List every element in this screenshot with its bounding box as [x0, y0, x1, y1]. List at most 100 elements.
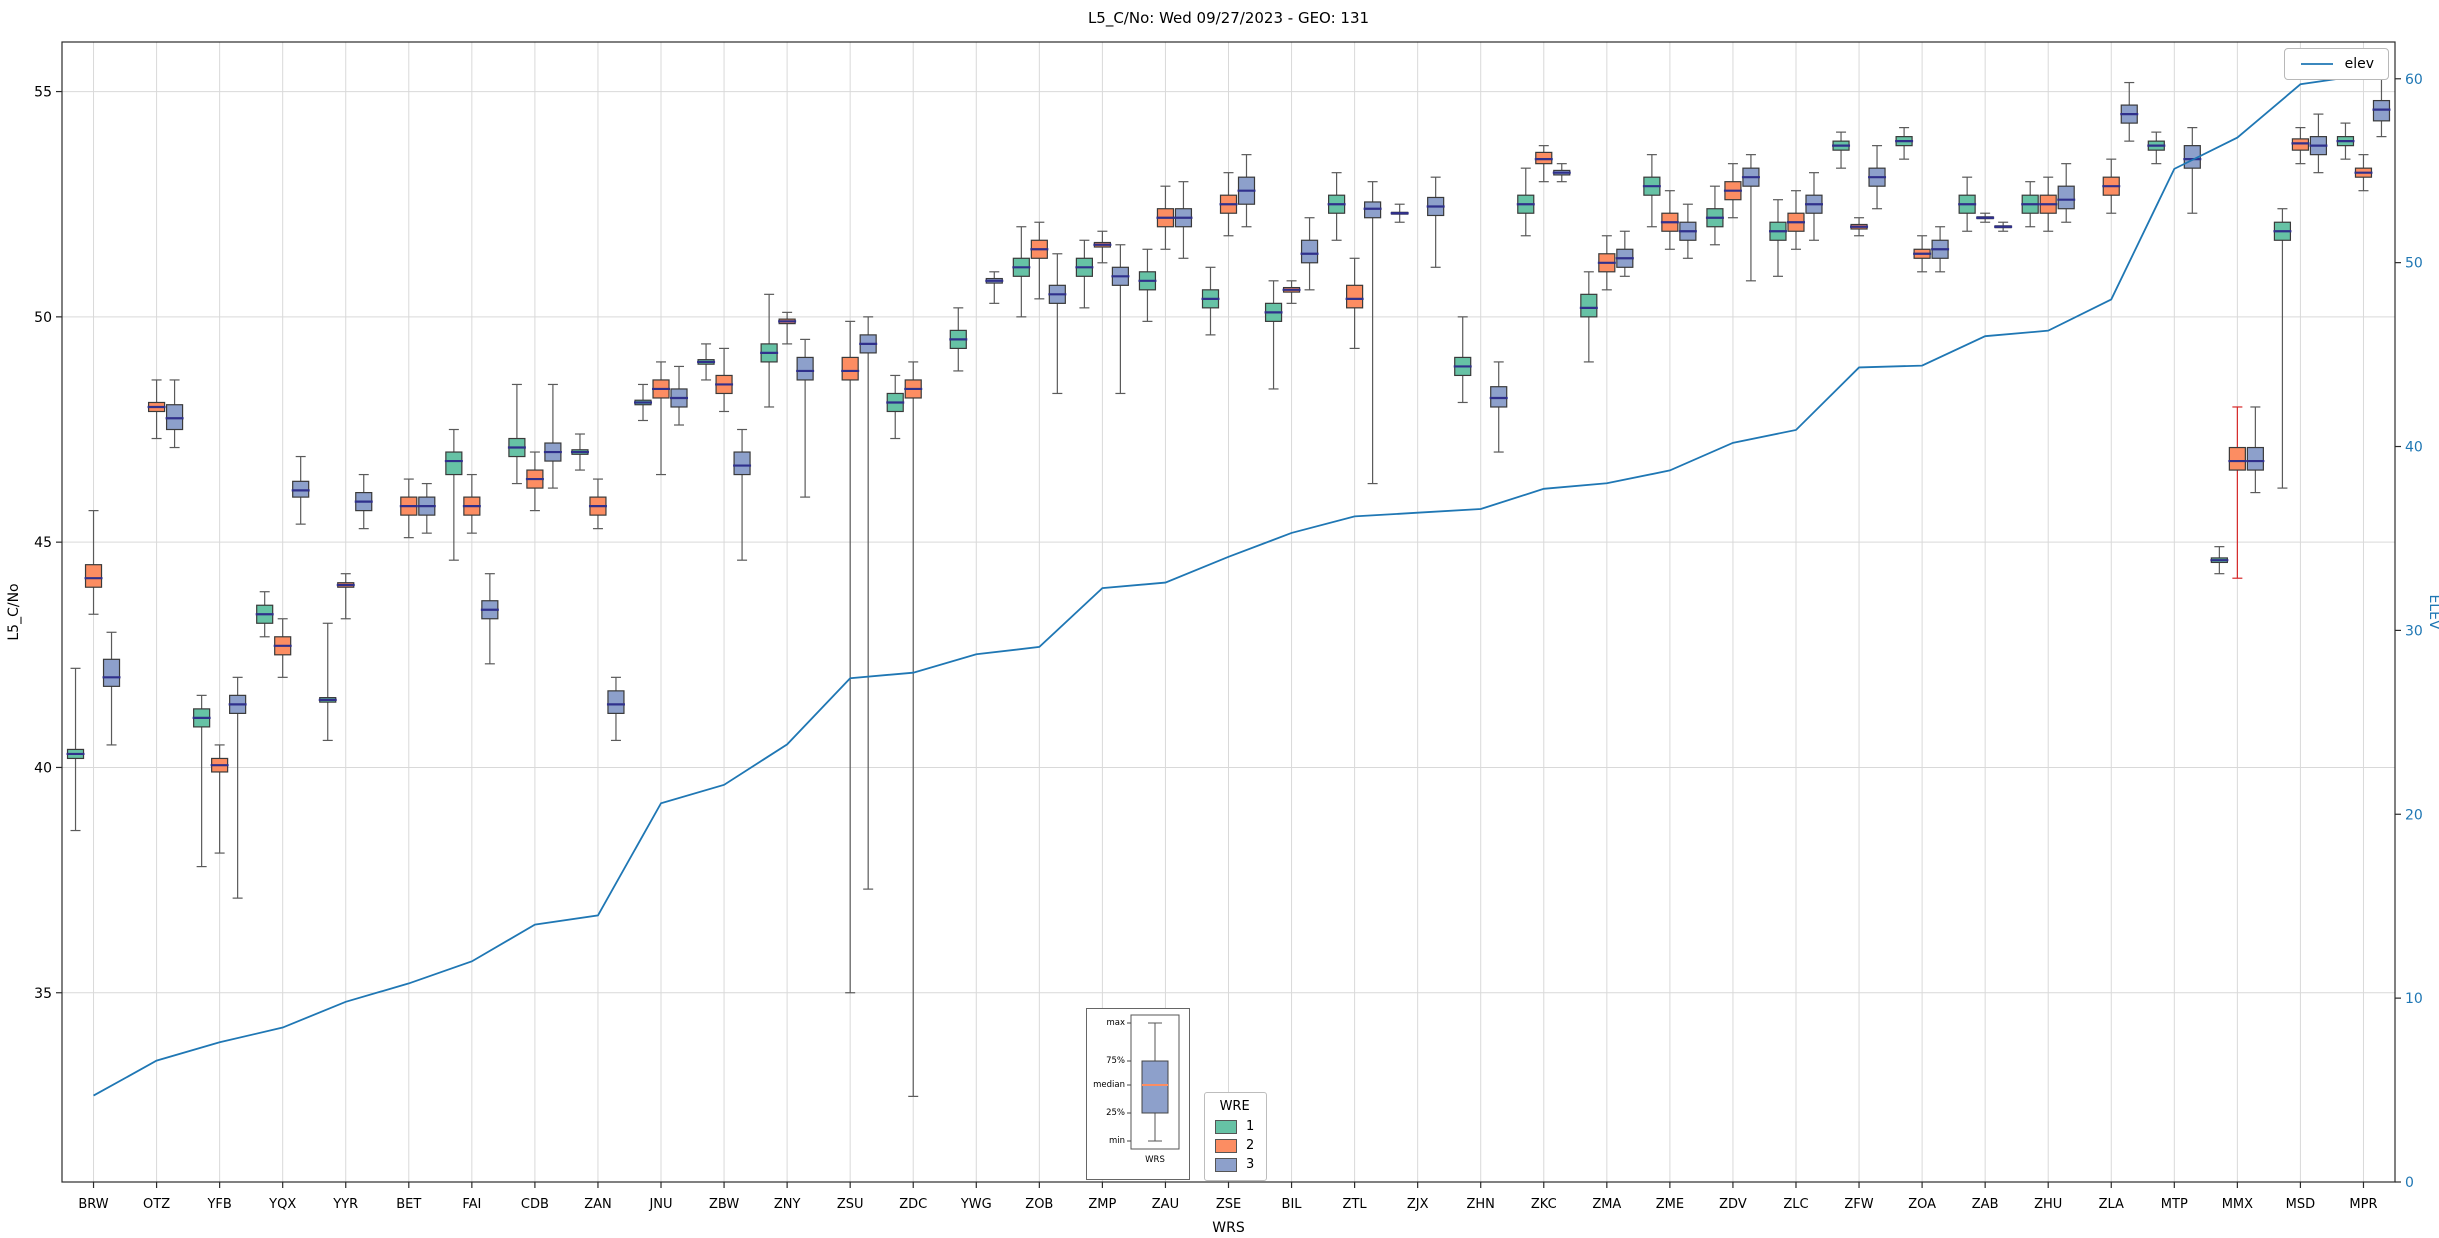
box-ZNY-wre1: [760, 293, 779, 408]
svg-text:ZLA: ZLA: [2099, 1197, 2124, 1212]
box-ZSE-wre2: [1219, 172, 1238, 237]
box-ZBW-wre2: [715, 347, 734, 413]
box-ZOA-wre3: [1931, 226, 1950, 273]
box-JNU-wre3: [670, 365, 689, 426]
elev-line-icon: [2300, 63, 2333, 65]
box-YYR-wre3: [354, 473, 373, 530]
box-ZSE-wre3: [1237, 154, 1256, 228]
box-ZDC-wre1: [886, 374, 905, 440]
box-ZMA-wre3: [1615, 230, 1634, 277]
box-ZHN-wre1: [1453, 316, 1472, 404]
box-ZOA-wre2: [1913, 235, 1932, 273]
box-ZMA-wre2: [1597, 235, 1616, 291]
box-ZFW-wre2: [1850, 217, 1869, 237]
svg-text:30: 30: [2405, 623, 2423, 639]
box-YWG-wre3: [985, 271, 1004, 304]
svg-text:ZSU: ZSU: [837, 1197, 864, 1212]
svg-text:ZAU: ZAU: [1152, 1197, 1179, 1212]
box-BIL-wre2: [1282, 280, 1301, 304]
svg-text:CDB: CDB: [521, 1197, 549, 1212]
box-ZJX-wre1: [1390, 203, 1409, 223]
svg-text:55: 55: [34, 85, 52, 101]
box-ZAB-wre3: [1994, 221, 2013, 232]
box-ZAU-wre2: [1156, 185, 1175, 250]
box-CDB-wre3: [543, 383, 562, 489]
svg-text:YQX: YQX: [268, 1197, 296, 1212]
box-YQX-wre3: [291, 455, 310, 525]
svg-text:45: 45: [34, 535, 52, 551]
box-YFB-wre2: [210, 744, 229, 854]
boxplots: [66, 77, 2391, 1097]
wre-3-swatch-icon: [1215, 1157, 1237, 1172]
box-BRW-wre2: [84, 510, 103, 615]
svg-text:BRW: BRW: [78, 1197, 108, 1212]
box-ZLC-wre1: [1768, 199, 1787, 277]
chart-title: L5_C/No: Wed 09/27/2023 - GEO: 131: [1087, 9, 1370, 27]
box-ZSU-wre3: [859, 316, 878, 890]
svg-text:WRS: WRS: [1212, 1220, 1245, 1236]
box-ZKC-wre2: [1534, 145, 1553, 183]
axes: 35 40 45 50 55 0 10 20 30 40 50 60 BRW OTZ YFB YQX YYR BE…: [6, 72, 2439, 1236]
svg-text:ZKC: ZKC: [1531, 1197, 1557, 1212]
box-ZBW-wre1: [697, 343, 716, 381]
anatomy-min-label: min: [1108, 1136, 1125, 1146]
svg-text:YYR: YYR: [332, 1197, 358, 1212]
box-ZFW-wre3: [1868, 145, 1887, 210]
svg-text:0: 0: [2405, 1175, 2414, 1191]
box-JNU-wre1: [634, 383, 653, 422]
box-ZOB-wre2: [1030, 221, 1049, 300]
box-BRW-wre3: [102, 631, 121, 746]
anatomy-xlabel: WRS: [1145, 1155, 1165, 1165]
box-ZDV-wre2: [1723, 163, 1742, 219]
svg-text:ZMP: ZMP: [1088, 1197, 1116, 1212]
box-CDB-wre2: [525, 451, 544, 512]
box-ZHU-wre1: [2021, 181, 2040, 228]
box-MTP-wre1: [2147, 131, 2166, 165]
box-YWG-wre1: [949, 307, 968, 372]
box-YFB-wre3: [228, 676, 247, 899]
wre-1-label: 1: [1246, 1119, 1255, 1134]
box-MSD-wre3: [2309, 113, 2328, 174]
box-BRW-wre1: [66, 667, 85, 832]
svg-text:ZME: ZME: [1656, 1197, 1684, 1212]
svg-text:ZMA: ZMA: [1592, 1197, 1621, 1212]
wre-3-label: 3: [1246, 1157, 1255, 1172]
box-ZBW-wre3: [733, 428, 752, 561]
box-MTP-wre3: [2183, 127, 2202, 214]
box-ZNY-wre3: [796, 338, 815, 498]
box-ZAN-wre1: [570, 433, 589, 471]
box-ZDV-wre3: [1741, 154, 1760, 282]
svg-text:MTP: MTP: [2161, 1197, 2188, 1212]
box-ZAB-wre1: [1958, 176, 1977, 232]
box-ZSU-wre2: [841, 320, 860, 994]
box-ZJX-wre3: [1426, 176, 1445, 268]
box-ZLC-wre2: [1786, 190, 1805, 250]
svg-text:ZSE: ZSE: [1216, 1197, 1241, 1212]
box-BET-wre2: [399, 478, 418, 539]
box-ZME-wre2: [1660, 190, 1679, 250]
box-ZAN-wre3: [606, 676, 625, 742]
box-MPR-wre3: [2372, 77, 2391, 138]
wre-legend: WRE 1 2 3: [1204, 1092, 1268, 1181]
svg-text:MPR: MPR: [2349, 1197, 2377, 1212]
box-ZLA-wre2: [2102, 158, 2121, 214]
box-ZTL-wre2: [1345, 257, 1364, 350]
svg-text:YFB: YFB: [206, 1197, 231, 1212]
box-ZOB-wre1: [1012, 226, 1031, 318]
svg-text:OTZ: OTZ: [143, 1197, 170, 1212]
box-ZLA-wre3: [2120, 81, 2139, 142]
svg-text:ZDV: ZDV: [1719, 1197, 1747, 1212]
svg-text:50: 50: [2405, 256, 2423, 272]
svg-text:50: 50: [34, 310, 52, 326]
svg-text:ZBW: ZBW: [709, 1197, 739, 1212]
box-ZNY-wre2: [778, 311, 797, 345]
svg-text:ZDC: ZDC: [899, 1197, 927, 1212]
box-ZTL-wre1: [1327, 172, 1346, 241]
box-YYR-wre1: [318, 622, 337, 742]
box-ZSE-wre1: [1201, 266, 1220, 336]
box-MSD-wre2: [2291, 127, 2310, 165]
box-ZOB-wre3: [1048, 253, 1067, 395]
box-ZOA-wre1: [1895, 127, 1914, 160]
box-ZHU-wre2: [2039, 176, 2058, 232]
